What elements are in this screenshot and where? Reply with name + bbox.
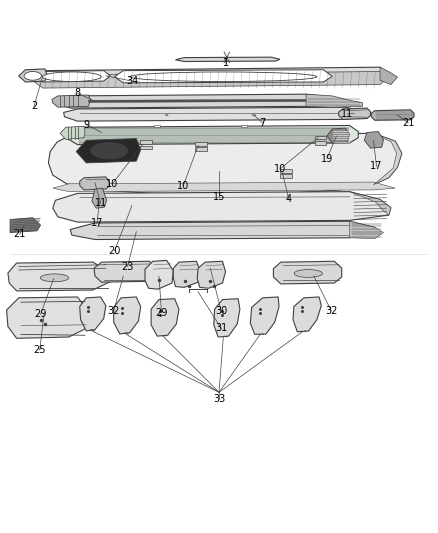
Polygon shape (65, 125, 358, 144)
Polygon shape (140, 140, 152, 144)
Polygon shape (80, 177, 110, 190)
Text: 10: 10 (177, 181, 190, 191)
Polygon shape (60, 126, 85, 140)
Polygon shape (8, 262, 110, 291)
Ellipse shape (252, 114, 255, 116)
Polygon shape (140, 146, 152, 149)
Polygon shape (92, 188, 107, 208)
Polygon shape (339, 108, 371, 119)
Polygon shape (88, 99, 306, 102)
Polygon shape (94, 261, 157, 282)
Polygon shape (34, 67, 389, 85)
Polygon shape (154, 125, 160, 127)
Text: 30: 30 (215, 306, 227, 316)
Text: 10: 10 (274, 164, 286, 174)
Polygon shape (380, 67, 397, 85)
Ellipse shape (40, 274, 69, 282)
Polygon shape (293, 297, 321, 332)
Polygon shape (197, 261, 226, 288)
Text: 32: 32 (107, 306, 120, 316)
Polygon shape (273, 261, 342, 284)
Polygon shape (10, 218, 41, 232)
Polygon shape (57, 94, 332, 108)
Text: 21: 21 (402, 118, 414, 128)
Polygon shape (173, 261, 201, 287)
Text: 15: 15 (213, 192, 225, 202)
Ellipse shape (130, 72, 317, 82)
Text: 21: 21 (14, 229, 26, 239)
Polygon shape (76, 139, 141, 163)
Polygon shape (64, 107, 367, 121)
Text: 10: 10 (106, 179, 119, 189)
Text: 33: 33 (213, 394, 225, 404)
Polygon shape (53, 182, 395, 192)
Polygon shape (151, 298, 179, 336)
Polygon shape (195, 142, 207, 146)
Text: 1: 1 (223, 58, 229, 68)
Polygon shape (7, 297, 88, 338)
Polygon shape (371, 110, 414, 120)
Text: 29: 29 (155, 308, 168, 318)
Text: 25: 25 (33, 345, 46, 355)
Text: 11: 11 (341, 109, 353, 119)
Polygon shape (80, 297, 106, 331)
Ellipse shape (42, 72, 101, 82)
Polygon shape (315, 141, 325, 144)
Ellipse shape (24, 71, 42, 80)
Polygon shape (145, 261, 173, 289)
Polygon shape (327, 128, 350, 143)
Polygon shape (280, 169, 292, 173)
Ellipse shape (294, 270, 322, 277)
Text: 29: 29 (34, 309, 47, 319)
Polygon shape (115, 70, 332, 83)
Polygon shape (364, 132, 384, 148)
Text: 7: 7 (259, 118, 266, 128)
Text: 17: 17 (371, 161, 383, 172)
Text: 4: 4 (286, 193, 292, 204)
Polygon shape (195, 147, 207, 151)
Polygon shape (350, 192, 391, 215)
Polygon shape (70, 221, 376, 239)
Polygon shape (251, 297, 279, 334)
Polygon shape (374, 133, 402, 184)
Text: 17: 17 (91, 218, 103, 228)
Polygon shape (19, 69, 47, 82)
Text: 20: 20 (108, 246, 121, 256)
Polygon shape (350, 221, 384, 239)
Polygon shape (52, 95, 91, 107)
Text: 32: 32 (325, 306, 337, 316)
Ellipse shape (166, 115, 168, 116)
Text: 31: 31 (215, 324, 227, 333)
Text: 8: 8 (74, 88, 81, 98)
Polygon shape (315, 136, 325, 140)
Polygon shape (306, 94, 363, 107)
Polygon shape (114, 297, 141, 334)
Ellipse shape (91, 142, 128, 159)
Polygon shape (48, 133, 402, 194)
Text: 9: 9 (83, 119, 89, 130)
Polygon shape (214, 298, 240, 337)
Text: 2: 2 (31, 101, 37, 111)
Polygon shape (280, 174, 292, 178)
Text: 34: 34 (126, 76, 138, 86)
Polygon shape (241, 125, 247, 127)
Polygon shape (34, 71, 389, 88)
Polygon shape (53, 192, 391, 222)
Text: 11: 11 (95, 198, 107, 208)
Text: 19: 19 (321, 154, 333, 164)
Polygon shape (176, 57, 280, 61)
Text: 23: 23 (121, 262, 134, 271)
Polygon shape (35, 71, 110, 82)
